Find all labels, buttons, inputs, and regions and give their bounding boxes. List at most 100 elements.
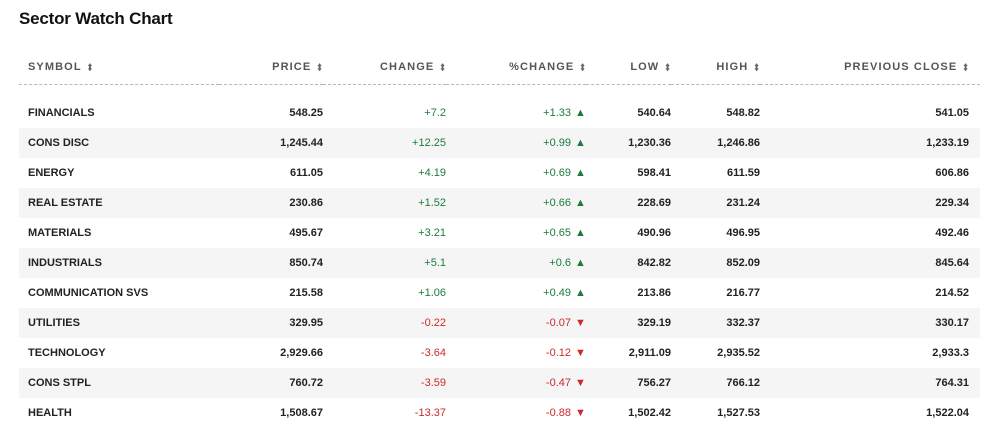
table-row[interactable]: REAL ESTATE 230.86 +1.52 +0.66 ▲ 228.69 231.24…: [19, 188, 980, 218]
cell-high: 216.77: [726, 287, 760, 299]
column-header-label: PRICE: [272, 61, 312, 73]
column-header-high[interactable]: HIGH ⬍: [671, 50, 760, 85]
triangle-down-icon: ▼: [575, 317, 586, 329]
cell-symbol[interactable]: FINANCIALS: [28, 107, 95, 119]
sort-icon[interactable]: ⬍: [316, 61, 323, 74]
column-header-previous-close[interactable]: PREVIOUS CLOSE ⬍: [760, 50, 980, 85]
cell-price: 850.74: [219, 248, 323, 278]
cell-pct-change: +0.6 ▲: [446, 248, 586, 278]
cell-symbol[interactable]: TECHNOLOGY: [28, 347, 106, 359]
cell-previous-close: 2,933.3: [932, 347, 969, 359]
table-row[interactable]: MATERIALS 495.67 +3.21 +0.65 ▲ 490.96 496.95 49…: [19, 218, 980, 248]
cell-symbol[interactable]: COMMUNICATION SVS: [28, 287, 149, 299]
cell-pct-change: -0.88 ▼: [446, 398, 586, 428]
sort-icon[interactable]: ⬍: [962, 61, 969, 74]
cell-previous-close: 845.64: [760, 248, 980, 278]
cell-pct-change: +0.49 ▲: [446, 278, 586, 308]
table-row[interactable]: FINANCIALS 548.25 +7.2 +1.33 ▲ 540.64 548.82 54…: [19, 98, 980, 128]
cell-previous-close: 214.52: [935, 287, 969, 299]
cell-low: 598.41: [637, 167, 671, 179]
cell-previous-close: 606.86: [935, 167, 969, 179]
cell-pct-change: -0.12 ▼: [446, 338, 586, 368]
table-row[interactable]: COMMUNICATION SVS 215.58 +1.06 +0.49 ▲ 213.86…: [19, 278, 980, 308]
column-header-label: SYMBOL: [28, 61, 82, 73]
cell-pct-change: +0.69 ▲: [446, 158, 586, 188]
cell-symbol[interactable]: INDUSTRIALS: [19, 248, 219, 278]
pct-change-value: +0.49: [543, 287, 571, 299]
sector-table: SYMBOL ⬍ PRICE ⬍ CHANGE ⬍ %CHANGE ⬍ LOW ⬍ HIG…: [19, 50, 980, 428]
sort-icon[interactable]: ⬍: [86, 61, 94, 74]
cell-change: +7.2: [424, 107, 446, 119]
cell-pct-change: +1.33 ▲: [446, 98, 586, 128]
cell-symbol[interactable]: UTILITIES: [19, 308, 219, 338]
cell-low: 1,502.42: [628, 407, 671, 419]
cell-previous-close: 541.05: [935, 107, 969, 119]
cell-symbol[interactable]: CONS DISC: [19, 128, 219, 158]
table-row[interactable]: CONS DISC 1,245.44 +12.25 +0.99 ▲ 1,230.36 1,2…: [19, 128, 980, 158]
triangle-up-icon: ▲: [575, 197, 586, 209]
cell-pct-change: +0.65 ▲: [446, 218, 586, 248]
cell-low: 1,230.36: [586, 128, 671, 158]
cell-high: 332.37: [671, 308, 760, 338]
table-row[interactable]: CONS STPL 760.72 -3.59 -0.47 ▼ 756.27 766.12 76…: [19, 368, 980, 398]
cell-change: +1.06: [418, 287, 446, 299]
cell-change: -13.37: [414, 407, 446, 419]
cell-symbol[interactable]: CONS STPL: [19, 368, 219, 398]
pct-change-value: +0.66: [543, 197, 571, 209]
cell-high: 231.24: [671, 188, 760, 218]
cell-previous-close: 764.31: [760, 368, 980, 398]
column-header-pct-change[interactable]: %CHANGE ⬍: [446, 50, 586, 85]
cell-high: 548.82: [726, 107, 760, 119]
cell-low: 2,911.09: [628, 347, 671, 359]
table-row[interactable]: INDUSTRIALS 850.74 +5.1 +0.6 ▲ 842.82 852.09 84…: [19, 248, 980, 278]
cell-price: 611.05: [289, 167, 323, 179]
cell-change: -0.22: [323, 308, 446, 338]
column-header-label: %CHANGE: [509, 61, 575, 73]
sort-icon[interactable]: ⬍: [753, 61, 760, 74]
cell-symbol[interactable]: REAL ESTATE: [19, 188, 219, 218]
pct-change-value: +0.65: [543, 227, 571, 239]
table-row[interactable]: ENERGY 611.05 +4.19 +0.69 ▲ 598.41 611.59 606.8…: [19, 158, 980, 188]
cell-previous-close: 492.46: [935, 227, 969, 239]
cell-change: +1.52: [323, 188, 446, 218]
sort-icon[interactable]: ⬍: [439, 61, 446, 74]
column-header-price[interactable]: PRICE ⬍: [219, 50, 323, 85]
column-header-low[interactable]: LOW ⬍: [586, 50, 671, 85]
cell-change: +3.21: [418, 227, 446, 239]
sort-icon[interactable]: ⬍: [579, 61, 586, 74]
cell-price: 1,508.67: [280, 407, 323, 419]
cell-pct-change: -0.07 ▼: [446, 308, 586, 338]
cell-price: 495.67: [289, 227, 323, 239]
cell-low: 756.27: [586, 368, 671, 398]
column-header-symbol[interactable]: SYMBOL ⬍: [19, 50, 219, 85]
cell-low: 213.86: [637, 287, 671, 299]
cell-price: 548.25: [289, 107, 323, 119]
triangle-down-icon: ▼: [575, 377, 586, 389]
cell-high: 852.09: [671, 248, 760, 278]
cell-low: 842.82: [586, 248, 671, 278]
cell-change: +12.25: [323, 128, 446, 158]
cell-low: 540.64: [637, 107, 671, 119]
cell-price: 230.86: [219, 188, 323, 218]
pct-change-value: +0.99: [543, 137, 571, 149]
cell-pct-change: +0.99 ▲: [446, 128, 586, 158]
cell-previous-close: 229.34: [760, 188, 980, 218]
pct-change-value: -0.88: [545, 407, 571, 419]
cell-change: -3.59: [323, 368, 446, 398]
table-row[interactable]: TECHNOLOGY 2,929.66 -3.64 -0.12 ▼ 2,911.09 2,9…: [19, 338, 980, 368]
triangle-up-icon: ▲: [575, 137, 586, 149]
triangle-up-icon: ▲: [575, 107, 586, 119]
cell-change: +4.19: [418, 167, 446, 179]
pct-change-value: +1.33: [543, 107, 571, 119]
table-header-row: SYMBOL ⬍ PRICE ⬍ CHANGE ⬍ %CHANGE ⬍ LOW ⬍ HIG…: [19, 50, 980, 85]
cell-symbol[interactable]: ENERGY: [28, 167, 75, 179]
table-row[interactable]: UTILITIES 329.95 -0.22 -0.07 ▼ 329.19 332.37 33…: [19, 308, 980, 338]
table-row[interactable]: HEALTH 1,508.67 -13.37 -0.88 ▼ 1,502.42 1,527.…: [19, 398, 980, 428]
cell-symbol[interactable]: HEALTH: [28, 407, 72, 419]
pct-change-value: -0.12: [545, 347, 571, 359]
column-header-change[interactable]: CHANGE ⬍: [323, 50, 446, 85]
cell-symbol[interactable]: MATERIALS: [28, 227, 92, 239]
cell-high: 2,935.52: [717, 347, 760, 359]
cell-price: 760.72: [219, 368, 323, 398]
sort-icon[interactable]: ⬍: [664, 61, 671, 74]
